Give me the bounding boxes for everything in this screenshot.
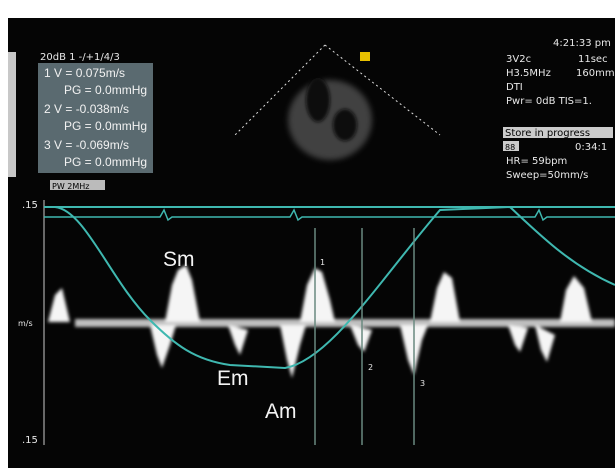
axis-unit: m/s: [18, 319, 33, 328]
status-box: [503, 127, 613, 138]
mode-tag: PW 2MHz: [52, 182, 89, 191]
ecg-trace: [44, 208, 615, 222]
velocity: 1 V = 0.075m/s: [44, 66, 125, 80]
cursor-label: 2: [368, 363, 373, 372]
top-border: [0, 0, 615, 18]
measurement-box: [38, 63, 153, 173]
velocity: 2 V = -0.038m/s: [44, 102, 129, 116]
sweep: Sweep=50mm/s: [506, 170, 588, 181]
probe: 3V2c: [506, 54, 531, 65]
sector-image: [234, 44, 441, 160]
gradient: PG = 0.0mmHg: [64, 83, 147, 97]
power: Pwr= 0dB TIS=1.: [506, 96, 592, 107]
heart-rate: HR= 59bpm: [506, 156, 567, 167]
counter: 0:34:1: [575, 142, 607, 153]
wave-label: Sm: [163, 248, 195, 271]
mode-tag-box: [50, 180, 105, 190]
axis-bottom: .15: [22, 435, 38, 446]
mode: DTI: [506, 82, 523, 93]
spectral-trace: [48, 265, 615, 378]
gray-bar: [8, 52, 16, 177]
left-border: [0, 18, 8, 468]
counter-icon-box: [503, 141, 519, 151]
wave-label: Am: [265, 400, 297, 423]
axis-top: .15: [22, 200, 38, 211]
cursor-label: 3: [420, 379, 425, 388]
time: 4:21:33 pm: [553, 38, 611, 49]
gradient: PG = 0.0mmHg: [64, 155, 147, 169]
counter-icon: 88: [505, 143, 515, 152]
duration: 11sec: [578, 54, 608, 65]
wave-label: Em: [217, 367, 249, 390]
reference-curve: [54, 205, 615, 370]
gradient: PG = 0.0mmHg: [64, 119, 147, 133]
depth: 160mm: [576, 68, 615, 79]
velocity: 3 V = -0.069m/s: [44, 138, 129, 152]
status: Store in progress: [505, 128, 590, 139]
settings: 20dB 1 -/+1/4/3: [40, 52, 120, 63]
frequency: H3.5MHz: [506, 68, 551, 79]
cursor-label: 1: [320, 258, 325, 267]
